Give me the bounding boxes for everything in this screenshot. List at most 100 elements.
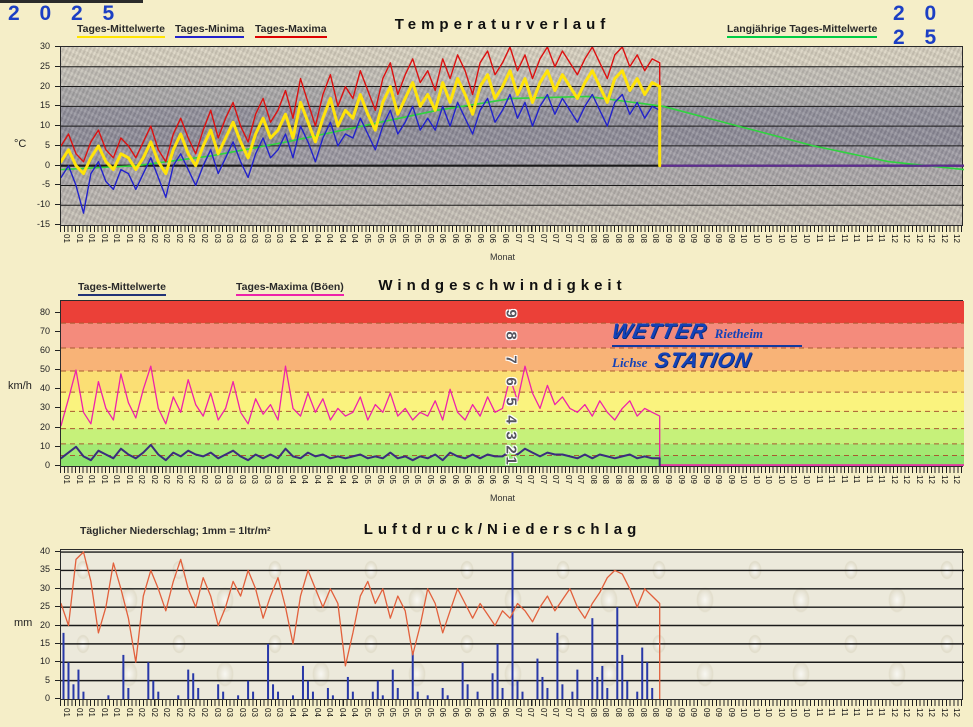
temperature-x-tick-label: 10 — [801, 234, 811, 243]
precip-bar — [187, 669, 190, 699]
temperature-x-tick-label: 02 — [199, 234, 209, 243]
rain-x-tick-label: 07 — [551, 708, 561, 717]
temperature-x-tick-label: 01 — [87, 234, 97, 243]
rain-x-tick-label: 03 — [212, 708, 222, 717]
legend-tages-minima[interactable]: Tages-Minima — [175, 23, 245, 38]
rain-y-tick — [55, 698, 60, 699]
precip-bar — [62, 632, 65, 699]
temperature-y-tick-label: 25 — [39, 60, 50, 71]
chart-canvas — [61, 301, 964, 466]
temperature-y-tick-label: -15 — [36, 219, 50, 229]
precip-bar — [192, 673, 195, 699]
precip-bar — [277, 691, 280, 699]
rain-x-tick-label: 12 — [952, 708, 962, 717]
temperature-y-tick — [55, 204, 60, 206]
beaufort-band-5 — [61, 392, 964, 412]
rain-x-tick-label: 11 — [852, 708, 862, 717]
rain-x-tick-label: 12 — [914, 708, 924, 717]
rain-x-tick-label: 07 — [538, 708, 548, 717]
rain-y-tick — [55, 587, 60, 589]
rain-x-tick-label: 12 — [902, 708, 912, 717]
rain-x-tick-label: 08 — [638, 708, 648, 717]
rain-y-tick-label: 0 — [44, 693, 50, 703]
rain-x-tick-label: 06 — [500, 708, 510, 717]
rain-y-tick — [55, 642, 60, 644]
wind-x-tick-label: 12 — [939, 475, 949, 484]
rain-y-tick-label: 25 — [39, 601, 50, 612]
legend-langjaehrige-mittelwerte[interactable]: Langjährige Tages-Mittelwerte — [727, 23, 878, 38]
rain-x-tick-label: 12 — [939, 708, 949, 717]
wind-x-tick-label: 04 — [337, 475, 347, 484]
temperature-x-tick-label: 01 — [124, 234, 134, 243]
precip-bar — [376, 680, 379, 699]
temperature-x-tick-label: 08 — [651, 234, 661, 243]
temperature-x-tick-label: 10 — [764, 234, 774, 243]
temperature-x-tick-label: 06 — [475, 234, 485, 243]
precip-bar — [536, 658, 539, 699]
temperature-x-tick-label: 12 — [902, 234, 912, 243]
tmean-line — [61, 69, 662, 176]
rain-y-tick — [55, 569, 60, 571]
temperature-x-tick-label: 11 — [864, 234, 874, 243]
precip-bar — [441, 687, 444, 699]
wind-x-tick-label: 04 — [300, 475, 310, 484]
precip-bar — [217, 684, 220, 699]
legend-tages-mittelwerte[interactable]: Tages-Mittelwerte — [77, 23, 165, 38]
wind-x-tick-label: 10 — [751, 475, 761, 484]
rain-x-tick-label: 05 — [425, 708, 435, 717]
wind-x-tick-label: 02 — [187, 475, 197, 484]
rain-x-tick-label: 04 — [325, 708, 335, 717]
temperature-y-tick-label: 15 — [39, 100, 50, 111]
temperature-x-tick-label: 09 — [689, 234, 699, 243]
temperature-x-tickstrip — [60, 226, 963, 232]
precip-bar — [601, 665, 604, 699]
rain-x-tick-label: 06 — [475, 708, 485, 717]
temperature-x-tick-label: 08 — [638, 234, 648, 243]
wind-x-tick-label: 09 — [664, 475, 673, 484]
wind-x-tick-label: 03 — [212, 475, 222, 484]
legend-wind-mittelwerte[interactable]: Tages-Mittelwerte — [78, 281, 166, 296]
precip-bar — [326, 687, 329, 699]
precip-bar — [82, 691, 85, 699]
rain-x-tick-label: 05 — [413, 708, 423, 717]
precip-bar — [301, 665, 304, 699]
temperature-x-tick-label: 02 — [174, 234, 184, 243]
precip-bar — [561, 684, 564, 699]
temperature-x-axis-title: Monat — [489, 252, 515, 262]
wind-x-tick-label: 04 — [287, 475, 297, 484]
rain-x-tick-label: 11 — [864, 708, 874, 717]
wind-x-tick-label: 04 — [325, 475, 335, 484]
precip-bar — [67, 662, 70, 699]
temperature-x-tick-label: 09 — [676, 234, 686, 243]
temperature-x-tick-label: 08 — [613, 234, 623, 243]
tmax-line — [61, 47, 661, 167]
wind-x-tick-label: 09 — [676, 475, 686, 484]
rain-x-tick-label: 05 — [400, 708, 410, 717]
rain-y-tick-label: 35 — [39, 564, 50, 575]
wind-x-tick-label: 02 — [174, 475, 184, 484]
temperature-x-tick-label: 02 — [162, 234, 172, 243]
wind-x-tick-label: 03 — [275, 475, 285, 484]
window-edge-artifact — [0, 0, 143, 3]
precip-bar — [311, 691, 314, 699]
precipitation-note: Täglicher Niederschlag; 1mm = 1ltr/m² — [80, 525, 271, 537]
rain-x-tick-label: 11 — [839, 708, 849, 717]
precip-bar — [291, 695, 294, 699]
temperature-x-tick-label: 01 — [62, 234, 71, 243]
wind-x-tick-label: 07 — [513, 475, 523, 484]
tmin-line — [61, 93, 661, 214]
precip-bar — [222, 691, 225, 699]
precip-bar — [157, 691, 160, 699]
rain-x-labels: 01 01 01 01 01 01 02 02 02 02 02 02 03 03 03 03 03 03 04 04… — [60, 705, 963, 727]
logo-rietheim-text: Rietheim — [714, 326, 764, 341]
legend-wind-maxima-boen[interactable]: Tages-Maxima (Böen) — [236, 281, 344, 296]
wind-x-tick-label: 10 — [801, 475, 811, 484]
legend-tages-maxima[interactable]: Tages-Maxima — [255, 23, 327, 38]
wind-mean-line — [61, 443, 661, 466]
temperature-x-tick-label: 04 — [337, 234, 347, 243]
rain-x-tick-label: 11 — [814, 708, 824, 717]
wind-x-tick-label: 02 — [199, 475, 209, 484]
precip-bar — [426, 695, 429, 699]
wind-x-tick-label: 06 — [463, 475, 473, 484]
